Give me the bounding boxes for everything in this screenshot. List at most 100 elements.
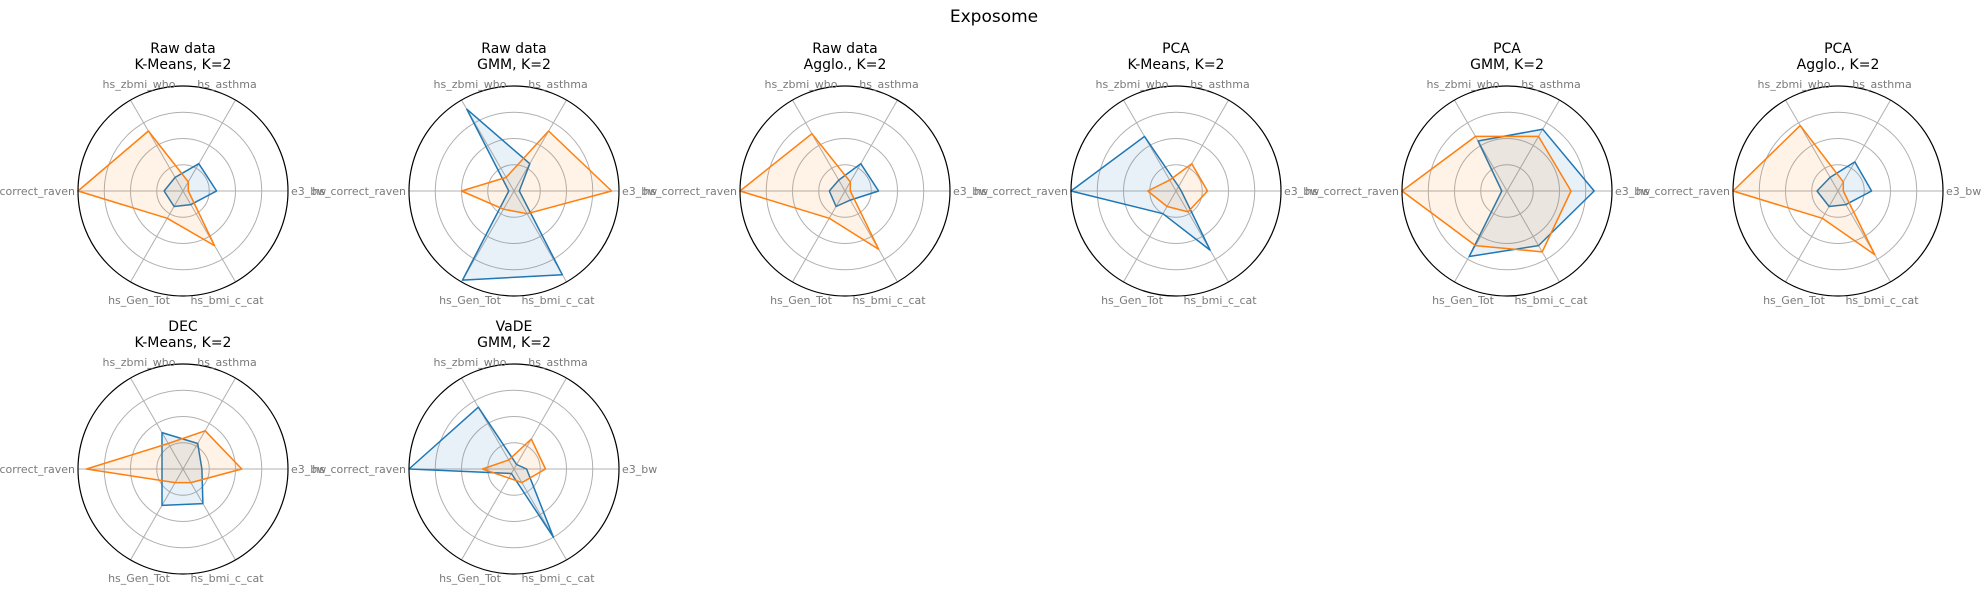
axis-label: hs_Gen_Tot: [1101, 294, 1164, 307]
axis-label: hs_bmi_c_cat: [521, 294, 595, 307]
axis-label: hs_Gen_Tot: [108, 572, 171, 585]
series-1-fill: [164, 163, 217, 207]
axis-label: hs_zbmi_who: [1758, 78, 1831, 91]
axis-label: e3_bw: [291, 463, 326, 476]
axis-label: hs_asthma: [197, 356, 256, 369]
axis-label: hs_zbmi_who: [434, 356, 507, 369]
axis-label: hs_Gen_Tot: [108, 294, 171, 307]
axis-label: hs_correct_raven: [312, 463, 406, 476]
series-2-fill: [1402, 136, 1571, 252]
chart-title-line-2: GMM, K=2: [477, 57, 551, 73]
axis-spoke: [130, 99, 184, 192]
series-1-line: [1816, 161, 1873, 208]
axis-label: hs_Gen_Tot: [1432, 294, 1495, 307]
axis-label: e3_bw: [622, 185, 657, 198]
axis-spoke: [130, 377, 184, 470]
series-2-fill: [78, 131, 215, 246]
axis-label: hs_asthma: [1521, 78, 1580, 91]
series-2-fill: [1147, 163, 1208, 212]
series-1-fill: [409, 407, 554, 538]
chart-title-line-1: PCA: [1162, 41, 1190, 57]
series-1-line: [461, 108, 564, 281]
axis-label: hs_bmi_c_cat: [1845, 294, 1919, 307]
axis-label: hs_asthma: [528, 78, 587, 91]
series-2-fill: [1733, 125, 1875, 255]
series-2-fill: [482, 439, 546, 483]
axis-label: hs_bmi_c_cat: [190, 572, 264, 585]
axis-spoke: [513, 377, 567, 470]
axis-spoke: [844, 99, 898, 192]
axis-label: hs_correct_raven: [643, 185, 737, 198]
axis-spoke: [1785, 99, 1839, 192]
series-2-line: [481, 438, 547, 484]
radar-chart-6: e3_bw hs_asthma hs_zbmi_who hs_correct_rave…: [1636, 41, 1981, 307]
series-1-fill: [1817, 161, 1872, 207]
radar-chart-1: e3_bw hs_asthma hs_zbmi_who hs_correct_rave…: [0, 41, 326, 307]
axis-spoke: [792, 99, 846, 192]
axis-label: hs_asthma: [1190, 78, 1249, 91]
axis-label: hs_bmi_c_cat: [521, 572, 595, 585]
chart-title-line-2: Agglo., K=2: [1797, 57, 1880, 73]
axis-spoke: [1837, 190, 1891, 283]
axis-spoke: [182, 468, 236, 561]
chart-title-line-2: GMM, K=2: [477, 335, 551, 351]
axis-spoke: [1454, 190, 1508, 283]
outer-frame: [1732, 85, 1944, 297]
chart-title-line-1: VaDE: [496, 319, 533, 335]
series-2-line: [1146, 162, 1209, 213]
outer-frame: [77, 363, 289, 575]
axis-label: hs_Gen_Tot: [770, 294, 833, 307]
series-1-fill: [829, 163, 879, 207]
axis-label: hs_correct_raven: [0, 185, 75, 198]
axis-spoke: [1175, 99, 1229, 192]
chart-title-line-1: PCA: [1824, 41, 1852, 57]
chart-title-line-2: K-Means, K=2: [135, 57, 232, 73]
chart-title-line-1: PCA: [1493, 41, 1521, 57]
axis-label: hs_bmi_c_cat: [1514, 294, 1588, 307]
outer-frame: [77, 85, 289, 297]
axis-spoke: [1123, 99, 1177, 192]
axis-label: hs_Gen_Tot: [439, 572, 502, 585]
series-1-line: [1468, 128, 1595, 258]
axis-spoke: [182, 377, 236, 470]
chart-title-line-2: K-Means, K=2: [1128, 57, 1225, 73]
axis-label: hs_correct_raven: [312, 185, 406, 198]
axis-label: hs_bmi_c_cat: [190, 294, 264, 307]
series-2-line: [460, 130, 613, 215]
axis-spoke: [513, 99, 567, 192]
axis-spoke: [844, 190, 898, 283]
axis-spoke: [513, 468, 567, 561]
axis-spoke: [1506, 99, 1560, 192]
axis-label: hs_correct_raven: [1636, 185, 1730, 198]
chart-title-line-1: Raw data: [481, 41, 546, 57]
axis-label: hs_zbmi_who: [765, 78, 838, 91]
outer-frame: [739, 85, 951, 297]
axis-label: hs_zbmi_who: [1427, 78, 1500, 91]
chart-title-line-2: Agglo., K=2: [804, 57, 887, 73]
series-1-line: [161, 431, 204, 507]
chart-title-line-2: K-Means, K=2: [135, 335, 232, 351]
outer-frame: [1401, 85, 1613, 297]
axis-spoke: [182, 190, 236, 283]
axis-label: hs_bmi_c_cat: [852, 294, 926, 307]
radar-chart-5: e3_bw hs_asthma hs_zbmi_who hs_correct_rave…: [1305, 41, 1650, 307]
axis-label: hs_Gen_Tot: [439, 294, 502, 307]
axis-spoke: [1837, 99, 1891, 192]
axis-label: hs_asthma: [197, 78, 256, 91]
radar-panels: e3_bw hs_asthma hs_zbmi_who hs_correct_rave…: [0, 41, 1981, 585]
axis-label: e3_bw: [953, 185, 988, 198]
series-2-fill: [461, 131, 612, 214]
axis-label: e3_bw: [291, 185, 326, 198]
axis-label: e3_bw: [1615, 185, 1650, 198]
figure-title: Exposome: [950, 7, 1038, 27]
axis-spoke: [461, 468, 515, 561]
axis-label: hs_zbmi_who: [434, 78, 507, 91]
axis-label: e3_bw: [1284, 185, 1319, 198]
axis-label: hs_asthma: [528, 356, 587, 369]
axis-label: e3_bw: [1946, 185, 1981, 198]
axis-label: hs_zbmi_who: [1096, 78, 1169, 91]
series-1-fill: [462, 109, 563, 281]
axis-label: hs_correct_raven: [0, 463, 75, 476]
outer-frame: [408, 85, 620, 297]
